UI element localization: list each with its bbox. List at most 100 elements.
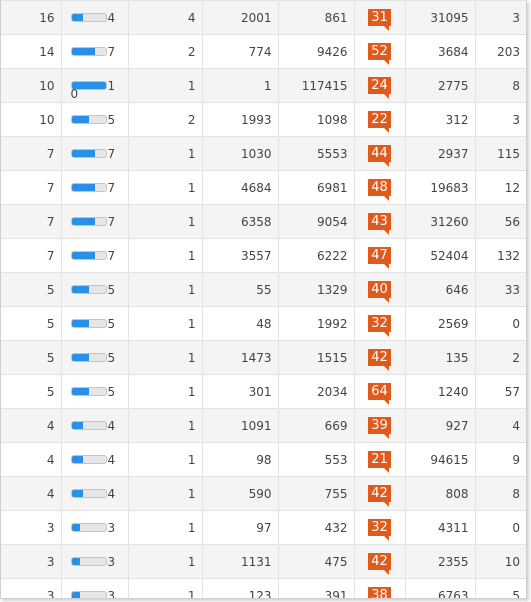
badge-cell: 43: [354, 204, 406, 239]
comment-badge[interactable]: 48: [368, 179, 391, 201]
progress-cell: 4: [61, 442, 129, 477]
progress-value: 7: [107, 248, 116, 263]
progress-bar-fill: [71, 388, 89, 396]
progress-bar: [70, 557, 107, 567]
value-cell: 52404: [405, 238, 476, 273]
table-row: 7 7 1 6358 9054 43 31260 56: [1, 204, 526, 239]
rank-cell: 10: [1, 68, 62, 103]
value-cell: 2937: [405, 136, 476, 171]
value-cell: 9426: [278, 34, 355, 69]
value-cell: 3: [475, 102, 526, 137]
count-cell: 4: [128, 0, 203, 35]
value-cell: 861: [278, 0, 355, 35]
table-row: 5 5 1 48 1992 32 2569 0: [1, 306, 526, 341]
progress-bar-fill: [71, 286, 89, 294]
badge-cell: 48: [354, 170, 406, 205]
comment-badge[interactable]: 64: [368, 383, 391, 405]
progress-bar: [70, 455, 107, 465]
value-cell: 19683: [405, 170, 476, 205]
count-cell: 2: [128, 34, 203, 69]
progress-bar-fill: [71, 82, 106, 90]
value-cell: 1240: [405, 374, 476, 409]
progress-value: 5: [107, 316, 116, 331]
comment-badge[interactable]: 21: [368, 451, 391, 473]
progress-cell: 7: [61, 136, 129, 171]
count-cell: 1: [128, 578, 203, 598]
value-cell: 5: [475, 578, 526, 598]
progress-cell: 3: [61, 510, 129, 545]
progress-bar-fill: [71, 150, 96, 158]
table-row: 5 5 1 301 2034 64 1240 57: [1, 374, 526, 409]
value-cell: 1098: [278, 102, 355, 137]
table-row: 3 3 1 97 432 32 4311 0: [1, 510, 526, 545]
comment-badge[interactable]: 43: [368, 213, 391, 235]
badge-cell: 40: [354, 272, 406, 307]
comment-badge[interactable]: 42: [368, 485, 391, 507]
progress-value: 4: [107, 418, 116, 433]
progress-value: 5: [107, 350, 116, 365]
value-cell: 8: [475, 68, 526, 103]
comment-badge[interactable]: 42: [368, 553, 391, 575]
count-cell: 1: [128, 442, 203, 477]
value-cell: 4684: [202, 170, 279, 205]
value-cell: 12: [475, 170, 526, 205]
comment-badge[interactable]: 32: [368, 519, 391, 541]
progress-bar: [70, 217, 107, 227]
count-cell: 1: [128, 544, 203, 579]
comment-badge[interactable]: 52: [368, 43, 391, 65]
comment-badge[interactable]: 40: [368, 281, 391, 303]
progress-bar: [70, 319, 107, 329]
table-row: 4 4 1 98 553 21 94615 9: [1, 442, 526, 477]
value-cell: 6763: [405, 578, 476, 598]
count-cell: 1: [128, 510, 203, 545]
comment-badge[interactable]: 42: [368, 349, 391, 371]
table-row: 5 5 1 55 1329 40 646 33: [1, 272, 526, 307]
rank-cell: 4: [1, 442, 62, 477]
comment-badge[interactable]: 39: [368, 417, 391, 439]
progress-bar: [70, 421, 107, 431]
table-row: 5 5 1 1473 1515 42 135 2: [1, 340, 526, 375]
progress-value: 4: [107, 452, 116, 467]
comment-badge[interactable]: 38: [368, 587, 391, 598]
progress-bar-fill: [71, 354, 89, 362]
progress-value: 7: [107, 214, 116, 229]
progress-cell: 5: [61, 306, 129, 341]
progress-bar: [70, 285, 107, 295]
progress-cell: 7: [61, 238, 129, 273]
progress-bar-fill: [71, 592, 80, 598]
value-cell: 1: [202, 68, 279, 103]
progress-value: 3: [107, 588, 116, 599]
badge-cell: 42: [354, 544, 406, 579]
value-cell: 774: [202, 34, 279, 69]
progress-bar: [70, 353, 107, 363]
progress-cell: 3: [61, 544, 129, 579]
table-row: 7 7 1 1030 5553 44 2937 115: [1, 136, 526, 171]
progress-bar: [70, 489, 107, 499]
progress-bar-fill: [71, 218, 96, 226]
value-cell: 755: [278, 476, 355, 511]
value-cell: 3684: [405, 34, 476, 69]
comment-badge[interactable]: 32: [368, 315, 391, 337]
badge-cell: 42: [354, 340, 406, 375]
comment-badge[interactable]: 24: [368, 77, 391, 99]
value-cell: 94615: [405, 442, 476, 477]
badge-cell: 38: [354, 578, 406, 598]
comment-badge[interactable]: 31: [368, 9, 391, 31]
value-cell: 3: [475, 0, 526, 35]
comment-badge[interactable]: 22: [368, 111, 391, 133]
value-cell: 33: [475, 272, 526, 307]
count-cell: 2: [128, 102, 203, 137]
comment-badge[interactable]: 47: [368, 247, 391, 269]
progress-cell: 4: [61, 408, 129, 443]
value-cell: 808: [405, 476, 476, 511]
count-cell: 1: [128, 170, 203, 205]
value-cell: 1131: [202, 544, 279, 579]
badge-cell: 24: [354, 68, 406, 103]
value-cell: 475: [278, 544, 355, 579]
comment-badge[interactable]: 44: [368, 145, 391, 167]
rank-cell: 5: [1, 306, 62, 341]
value-cell: 312: [405, 102, 476, 137]
badge-cell: 47: [354, 238, 406, 273]
badge-cell: 31: [354, 0, 406, 35]
